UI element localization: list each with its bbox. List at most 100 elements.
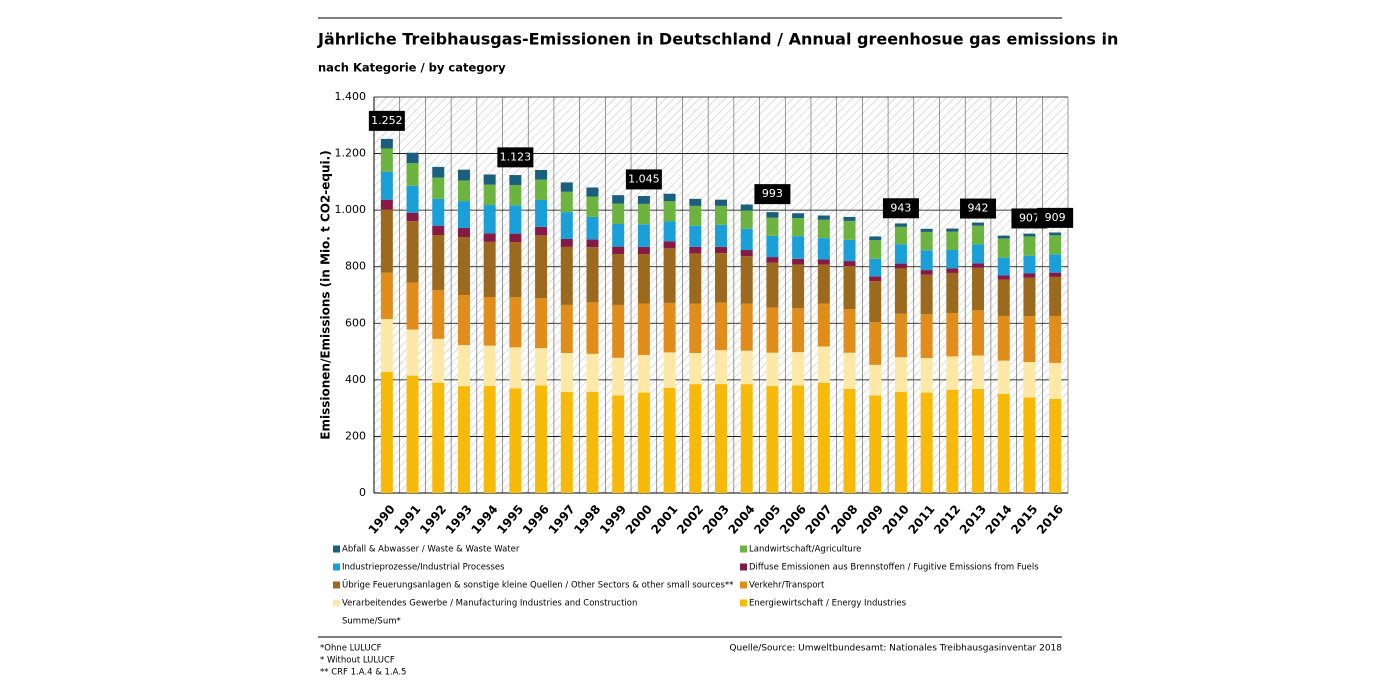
bar-segment — [560, 238, 573, 247]
bar-segment — [406, 375, 419, 493]
bar-segment — [560, 182, 573, 192]
bar-segment — [817, 346, 830, 383]
legend-swatch — [333, 545, 340, 553]
bar-segment — [612, 203, 625, 225]
y-tick-label: 400 — [345, 373, 366, 386]
chart-title: Jährliche Treibhausgas-Emissionen in Deu… — [317, 30, 1118, 49]
bar-segment — [509, 205, 522, 234]
bar-segment — [843, 220, 856, 240]
bar-segment — [972, 225, 985, 245]
legend-label: Landwirtschaft/Agriculture — [749, 545, 861, 555]
bar-segment — [406, 329, 419, 376]
sum-label: 993 — [762, 187, 783, 200]
x-tick-label: 2001 — [648, 502, 680, 537]
bar-segment — [535, 348, 548, 386]
bar-segment — [560, 246, 573, 305]
legend-swatch — [740, 545, 747, 553]
bar-segment — [1023, 233, 1036, 237]
bar-segment — [894, 244, 907, 264]
bar-segment — [663, 221, 676, 242]
bar-segment — [663, 387, 676, 493]
bar-segment — [406, 185, 419, 213]
bar-segment — [535, 298, 548, 349]
bar-segment — [997, 315, 1010, 361]
legend-label: Diffuse Emissionen aus Brennstoffen / Fu… — [749, 563, 1039, 573]
bar-segment — [997, 279, 1010, 316]
bar-segment — [920, 358, 933, 393]
bar-segment — [457, 201, 470, 228]
bar-segment — [894, 226, 907, 245]
sum-label: 907 — [1019, 211, 1040, 224]
bar-segment — [1049, 315, 1062, 363]
bar-segment — [843, 261, 856, 267]
bar-segment — [483, 345, 496, 387]
footnote: *Ohne LULUCF — [320, 644, 382, 654]
bar-segment — [843, 216, 856, 221]
bar-segment — [817, 215, 830, 220]
bar-segment — [637, 392, 650, 493]
source: Quelle/Source: Umweltbundesamt: National… — [729, 644, 1062, 654]
y-tick-label: 0 — [359, 486, 366, 499]
bar-segment — [637, 224, 650, 247]
y-axis-label: Emissionen/Emissions (in Mio. t CO2-equi… — [319, 150, 333, 439]
x-tick-label: 2012 — [931, 502, 963, 537]
bar-segment — [792, 213, 805, 219]
x-tick-label: 2014 — [983, 502, 1015, 537]
bar-segment — [509, 297, 522, 348]
bar-segment — [740, 228, 753, 251]
x-tick-label: 1991 — [391, 502, 423, 537]
bar-segment — [432, 225, 445, 236]
bar-segment — [792, 352, 805, 386]
y-tick-label: 1.200 — [335, 147, 367, 160]
bar-segment — [843, 388, 856, 493]
bar-segment — [997, 360, 1010, 394]
bar-segment — [1049, 272, 1062, 277]
bar-segment — [869, 395, 882, 493]
bar-segment — [715, 350, 727, 385]
bar-segment — [972, 310, 985, 356]
bar-segment — [792, 308, 805, 353]
sum-label-box — [960, 198, 997, 219]
x-tick-label: 2007 — [803, 502, 835, 537]
bar-segment — [740, 210, 753, 229]
bar-segment — [766, 352, 779, 387]
bar-segment — [586, 239, 599, 248]
y-tick-label: 1.400 — [335, 90, 367, 103]
bar-segment — [920, 231, 933, 251]
bar-segment — [740, 303, 753, 351]
bar-segment — [483, 233, 496, 242]
bar-segment — [766, 307, 779, 353]
legend-label: Übrige Feuerungsanlagen & sonstige klein… — [342, 580, 733, 591]
x-tick-label: 1994 — [468, 502, 500, 537]
bar-segment — [1023, 277, 1036, 317]
bar-segment — [612, 195, 625, 204]
bar-segment — [817, 238, 830, 260]
bar-segment — [843, 352, 856, 389]
bar-segment — [1023, 236, 1036, 256]
bar-segment — [663, 352, 676, 388]
bar-segment — [406, 152, 419, 164]
bar-segment — [740, 350, 753, 385]
legend-swatch — [333, 563, 340, 571]
bar-segment — [586, 247, 599, 303]
bar-segment — [869, 276, 882, 282]
bar-segment — [972, 263, 985, 268]
bar-segment — [380, 272, 393, 320]
bar-segment — [689, 352, 702, 385]
sum-label: 1.123 — [500, 150, 532, 163]
bar-segment — [894, 223, 907, 227]
bar-segment — [457, 295, 470, 346]
x-tick-label: 1993 — [443, 502, 475, 537]
bar-segment — [380, 319, 393, 372]
legend-label: Verarbeitendes Gewerbe / Manufacturing I… — [342, 599, 637, 609]
bar-segment — [689, 246, 702, 254]
sum-label-box — [882, 198, 919, 219]
sum-label-box — [497, 147, 534, 168]
bar-segment — [380, 209, 393, 273]
x-tick-label: 2002 — [674, 502, 706, 537]
bar-segment — [535, 199, 548, 227]
bar-segment — [432, 166, 445, 178]
sum-label: 1.045 — [628, 172, 660, 185]
bar-segment — [560, 191, 573, 213]
